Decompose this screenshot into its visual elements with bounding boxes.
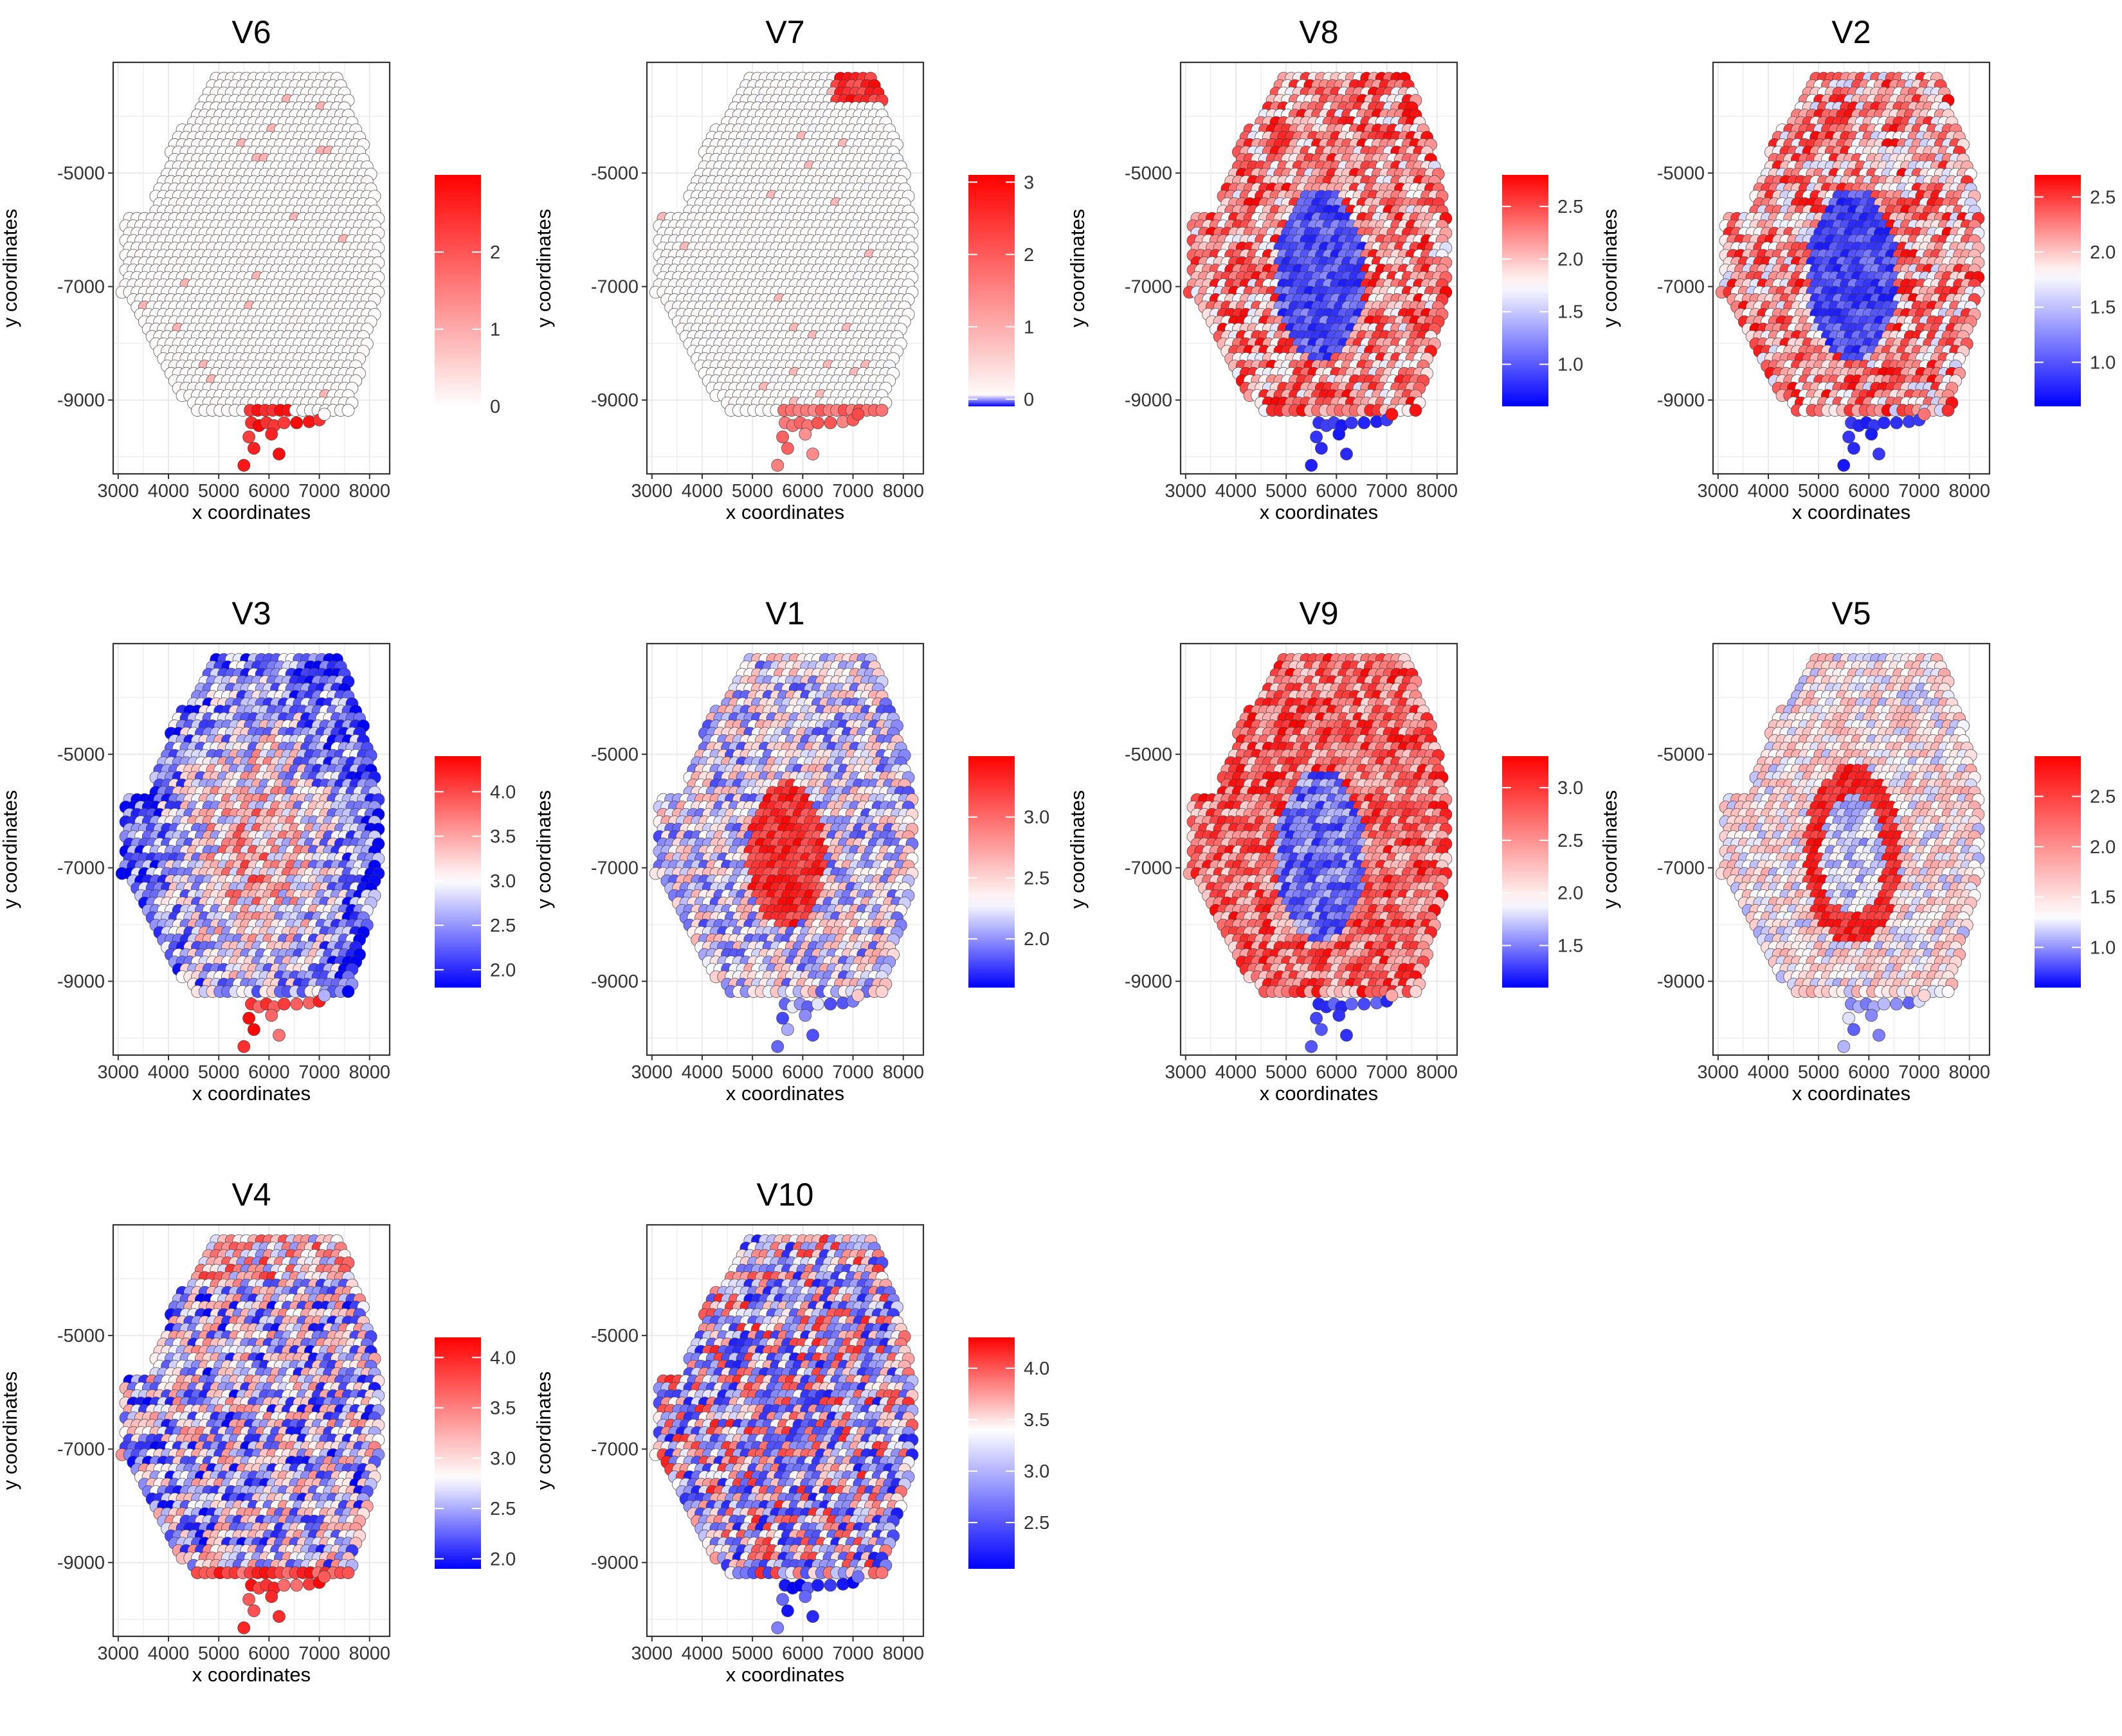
- y-tick-label: -5000: [57, 163, 105, 184]
- legend-colorbar: 0 1 2: [435, 175, 500, 417]
- spot: [341, 404, 355, 417]
- legend-tick-label: 0: [490, 397, 500, 417]
- panel-title: V8: [1299, 14, 1338, 50]
- x-tick-label: 5000: [732, 481, 774, 502]
- spot: [247, 442, 260, 455]
- colorbar: [435, 175, 481, 406]
- legend-colorbar: 1.0 1.5 2.0 2.5: [1502, 175, 1583, 406]
- legend-colorbar: 0 1 2 3: [968, 172, 1034, 410]
- y-tick-label: -5000: [1125, 163, 1172, 184]
- panels: V6 3000 4000 5000 6000 7000 8000 -5000 -7000 -900…: [0, 14, 2116, 1686]
- x-tick-label: 8000: [349, 481, 390, 502]
- legend-tick-label: 2.0: [1557, 249, 1583, 270]
- panel-v8: V8 3000 4000 5000 6000 7000 8000 -5000 -7000 -900…: [1066, 14, 1583, 523]
- y-tick-label: -5000: [591, 163, 639, 184]
- colorbar: [968, 175, 1015, 406]
- spot: [237, 458, 251, 472]
- spot: [265, 428, 278, 441]
- spot: [1305, 458, 1318, 472]
- legend-tick-label: 3: [1024, 172, 1034, 193]
- spot: [851, 408, 865, 421]
- x-axis-title: x coordinates: [192, 501, 311, 523]
- spot: [277, 416, 291, 429]
- spots: [115, 71, 385, 472]
- spot: [1332, 428, 1346, 441]
- legend-tick-label: 1.5: [1557, 302, 1583, 323]
- panel-title: V7: [765, 14, 804, 50]
- x-tick-label: 6000: [782, 481, 824, 502]
- x-tick-label: 4000: [682, 481, 723, 502]
- spot: [781, 442, 794, 455]
- panel-v6: V6 3000 4000 5000 6000 7000 8000 -5000 -7000 -900…: [0, 14, 500, 523]
- y-tick-label: -9000: [57, 390, 105, 411]
- spot: [242, 430, 256, 444]
- legend-tick-label: 1: [490, 320, 500, 340]
- y-tick-label: -9000: [591, 390, 639, 411]
- x-axis-title: x coordinates: [726, 501, 844, 523]
- spot: [1357, 416, 1371, 429]
- spot: [811, 416, 824, 429]
- spot: [1340, 448, 1353, 461]
- y-axis-title: y coordinates: [532, 209, 555, 327]
- x-tick-label: 4000: [148, 481, 190, 502]
- y-tick-label: -7000: [591, 277, 639, 298]
- x-axis-title: x coordinates: [1260, 501, 1378, 523]
- legend-tick-label: 2: [1024, 245, 1034, 266]
- x-tick-label: 5000: [198, 481, 240, 502]
- spot: [318, 408, 331, 421]
- panel-title: V2: [1831, 14, 1871, 50]
- legend-tick-label: 2.5: [1557, 197, 1583, 217]
- spot: [1385, 408, 1399, 421]
- legend-tick-label: 2: [490, 242, 500, 263]
- legend-tick-label: 1.0: [1557, 355, 1583, 375]
- panel-title: V6: [231, 14, 271, 50]
- y-tick-label: -7000: [1125, 277, 1172, 298]
- x-tick-label: 3000: [1165, 481, 1207, 502]
- legend-tick-label: 0: [1024, 390, 1034, 410]
- spot: [824, 416, 837, 429]
- x-tick-label: 5000: [1265, 481, 1307, 502]
- x-tick-label: 3000: [98, 481, 140, 502]
- spot: [875, 404, 889, 417]
- spot: [273, 448, 286, 461]
- y-tick-label: -9000: [1125, 390, 1172, 411]
- x-tick-label: 7000: [1366, 481, 1408, 502]
- spot: [1345, 416, 1358, 429]
- spot: [806, 448, 819, 461]
- x-tick-label: 6000: [1316, 481, 1357, 502]
- y-axis-title: y coordinates: [1066, 209, 1089, 327]
- legend-tick-label: 1: [1024, 317, 1034, 338]
- spot: [1314, 442, 1328, 455]
- spot: [771, 458, 784, 472]
- x-tick-label: 3000: [631, 481, 673, 502]
- panel-v7: V7 3000 4000 5000 6000 7000 8000 -5000 -7000 -900…: [532, 14, 1034, 523]
- y-tick-label: -7000: [57, 277, 105, 298]
- colorbar: [1502, 175, 1548, 406]
- spot: [1409, 404, 1422, 417]
- x-tick-label: 7000: [832, 481, 874, 502]
- x-tick-label: 6000: [248, 481, 290, 502]
- x-tick-label: 7000: [298, 481, 340, 502]
- x-tick-label: 4000: [1215, 481, 1257, 502]
- spot: [1310, 430, 1323, 444]
- spot: [290, 416, 304, 429]
- spot: [776, 430, 790, 444]
- spot: [799, 428, 812, 441]
- y-axis-title: y coordinates: [0, 209, 21, 327]
- x-tick-label: 8000: [1416, 481, 1458, 502]
- x-tick-label: 8000: [882, 481, 924, 502]
